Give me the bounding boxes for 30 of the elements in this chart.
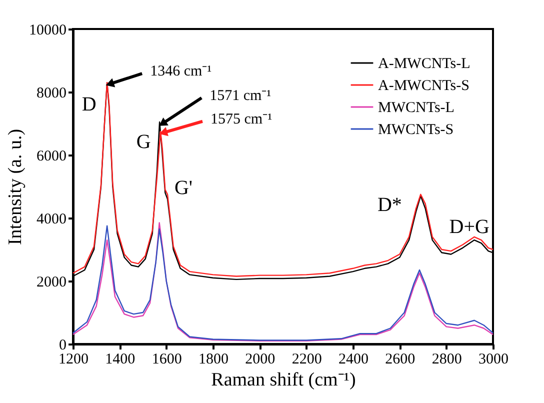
y-tick-label: 0 — [59, 338, 66, 354]
annotation: G' — [174, 177, 193, 200]
x-tick-label: 1200 — [58, 352, 88, 368]
annotation: D+G — [449, 216, 490, 238]
annotation: 1571 cm⁻¹ — [210, 88, 272, 104]
legend-label: A-MWCNTs-S — [378, 78, 470, 94]
x-tick-label: 2200 — [292, 352, 322, 368]
y-tick-label: 2000 — [36, 274, 66, 290]
legend-label: MWCNTs-S — [378, 122, 454, 138]
x-tick-label: 2600 — [385, 352, 416, 368]
x-tick-label: 1600 — [152, 352, 182, 368]
y-tick-label: 10000 — [29, 22, 66, 38]
x-tick-label: 1800 — [198, 352, 228, 368]
annotation: G — [136, 130, 151, 153]
annotation: D — [82, 94, 96, 116]
x-tick-label: 2400 — [338, 352, 368, 368]
x-tick-label: 2000 — [245, 352, 276, 368]
x-tick-label: 2800 — [432, 352, 462, 368]
legend-label: MWCNTs-L — [378, 100, 454, 116]
y-tick-label: 8000 — [36, 86, 66, 102]
annotation: D* — [377, 194, 402, 216]
y-tick-label: 4000 — [36, 212, 66, 228]
y-tick-label: 6000 — [36, 148, 66, 164]
legend-label: A-MWCNTs-L — [378, 56, 470, 72]
annotation: 1346 cm⁻¹ — [150, 64, 212, 80]
x-tick-label: 3000 — [478, 352, 508, 368]
x-tick-label: 1400 — [105, 352, 136, 368]
x-axis-title: Raman shift (cm⁻¹) — [211, 370, 356, 390]
y-axis-title: Intensity (a. u.) — [5, 128, 26, 246]
annotation: 1575 cm⁻¹ — [210, 111, 272, 128]
